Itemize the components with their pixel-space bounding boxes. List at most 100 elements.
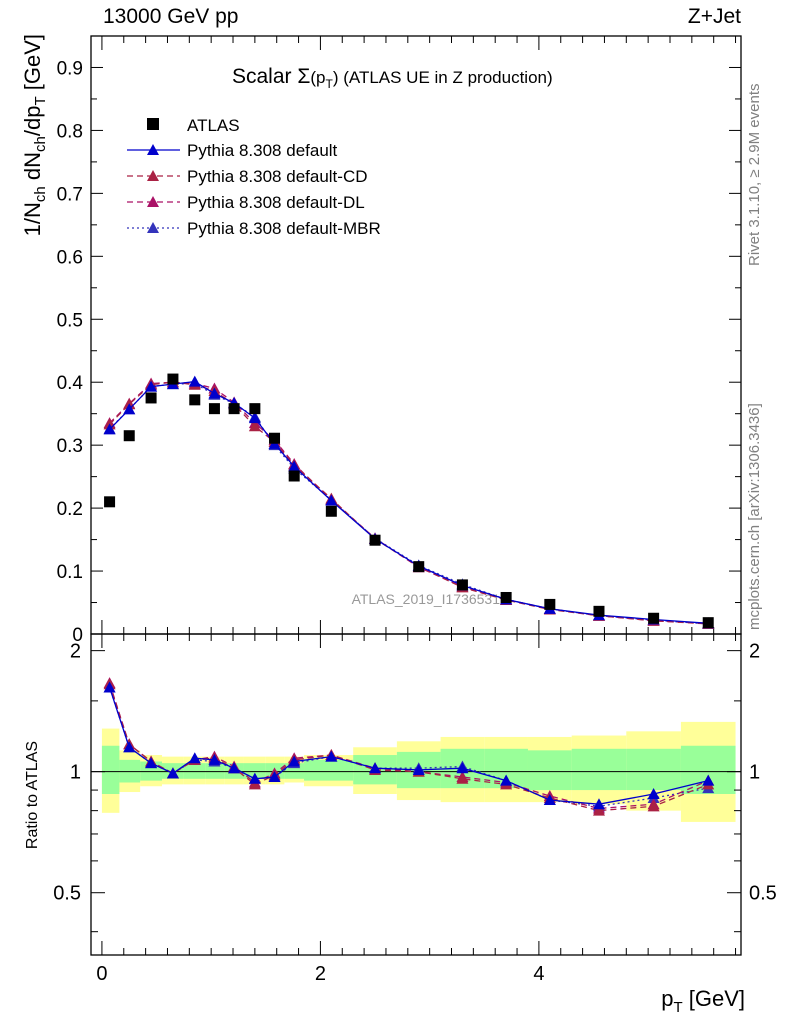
source-label: mcplots.cern.ch [arXiv:1306.3436] (746, 403, 763, 630)
series-point (145, 380, 158, 392)
energy-label: 13000 GeV pp (103, 5, 239, 28)
ratio-series-point (103, 681, 116, 693)
rivet-version-label: Rivet 3.1.10, ≥ 2.9M events (746, 83, 763, 267)
stat-uncertainty-band (101, 745, 120, 795)
ratio-tick-label-right: 2 (749, 641, 760, 663)
stat-uncertainty-band (571, 748, 627, 791)
data-point (456, 579, 468, 591)
series-point (325, 494, 338, 506)
ratio-series-point (592, 798, 605, 810)
data-point (544, 598, 556, 610)
ratio-tick-label: 1 (70, 762, 81, 784)
legend-marker (147, 222, 159, 233)
stat-uncertainty-band (183, 763, 206, 779)
data-point (413, 561, 425, 573)
analysis-id-label: ATLAS_2019_I1736531 (352, 591, 501, 607)
y-tick-label: 0 (72, 625, 83, 646)
data-point (325, 505, 337, 517)
legend-label-data: ATLAS (187, 116, 240, 135)
series-point (123, 403, 136, 415)
ratio-tick-label-right: 0.5 (749, 883, 777, 905)
y-tick-label: 0.3 (57, 436, 83, 457)
x-axis-label: pT [GeV] (661, 986, 745, 1016)
ratio-series-point (543, 794, 556, 806)
ratio-series-point (592, 804, 605, 816)
ratio-series-point (702, 774, 715, 786)
data-point (104, 496, 116, 508)
ratio-series-point (456, 762, 469, 774)
y-tick-label: 0.8 (57, 121, 83, 142)
y-tick-label: 0.9 (57, 58, 83, 79)
legend-marker (147, 144, 159, 155)
y-tick-label: 0.2 (57, 499, 83, 520)
legend-label: Pythia 8.308 default (187, 141, 338, 160)
ratio-series-point (369, 762, 382, 774)
chart-title: Scalar Σ(pT) (ATLAS UE in Z production) (232, 65, 553, 91)
series-line (109, 381, 709, 625)
ratio-series-point (166, 767, 179, 779)
ratio-series-point (248, 772, 261, 784)
data-point (288, 470, 300, 482)
legend-marker (147, 196, 159, 207)
ratio-series-point (456, 772, 469, 784)
y-tick-label: 0.7 (57, 184, 83, 205)
series-line (109, 381, 709, 624)
legend-label: Pythia 8.308 default-CD (187, 167, 368, 186)
data-point (369, 534, 381, 546)
series-point (208, 387, 221, 399)
series-point (248, 420, 261, 432)
ratio-series-point (288, 755, 301, 767)
data-point (702, 617, 714, 629)
ratio-series-point (325, 750, 338, 762)
ratio-series-point (647, 788, 660, 800)
series-point (288, 460, 301, 472)
stat-uncertainty-band (527, 750, 572, 791)
stat-uncertainty-band (626, 748, 681, 791)
series-point (248, 412, 261, 424)
data-point (648, 612, 660, 624)
ratio-series-point (123, 741, 136, 753)
stat-uncertainty-band (304, 759, 354, 781)
series-point (188, 375, 201, 387)
y-tick-label: 0.1 (57, 562, 83, 583)
data-point (167, 373, 179, 385)
data-point (189, 394, 201, 406)
y-tick-label: 0.6 (57, 247, 83, 268)
x-tick-label: 0 (96, 963, 107, 985)
ratio-series-point (268, 770, 281, 782)
series-line (109, 380, 709, 624)
series-point (103, 423, 116, 435)
ratio-series-point (208, 753, 221, 765)
series-line (109, 382, 709, 625)
ratio-y-axis-label: Ratio to ATLAS (24, 741, 41, 849)
ratio-series-point (248, 778, 261, 790)
ratio-tick-label: 0.5 (53, 883, 81, 905)
data-point (249, 403, 261, 415)
data-point (208, 403, 220, 415)
data-point (593, 605, 605, 617)
ratio-series-point (188, 752, 201, 764)
ratio-series-point (500, 774, 513, 786)
ratio-series-point (145, 757, 158, 769)
legend-label: Pythia 8.308 default-MBR (187, 219, 381, 238)
ratio-tick-label-right: 1 (749, 762, 760, 784)
ratio-series-point (412, 763, 425, 775)
legend-data-marker (147, 118, 159, 130)
stat-uncertainty-band (205, 763, 225, 779)
legend-marker (147, 170, 159, 181)
data-point (228, 403, 240, 415)
process-label: Z+Jet (687, 5, 741, 28)
data-point (500, 591, 512, 603)
stat-uncertainty-band (243, 763, 266, 779)
ratio-tick-label: 2 (70, 641, 81, 663)
y-tick-label: 0.4 (57, 373, 84, 394)
data-point (145, 392, 157, 404)
data-point (269, 432, 281, 444)
x-tick-label: 2 (315, 963, 326, 985)
data-point (123, 430, 135, 442)
y-axis-label: 1/Nch dNch/dpT [GeV] (20, 34, 49, 236)
ratio-plot-frame (90, 633, 742, 956)
x-tick-label: 4 (533, 963, 544, 985)
stat-uncertainty-band (119, 759, 141, 783)
